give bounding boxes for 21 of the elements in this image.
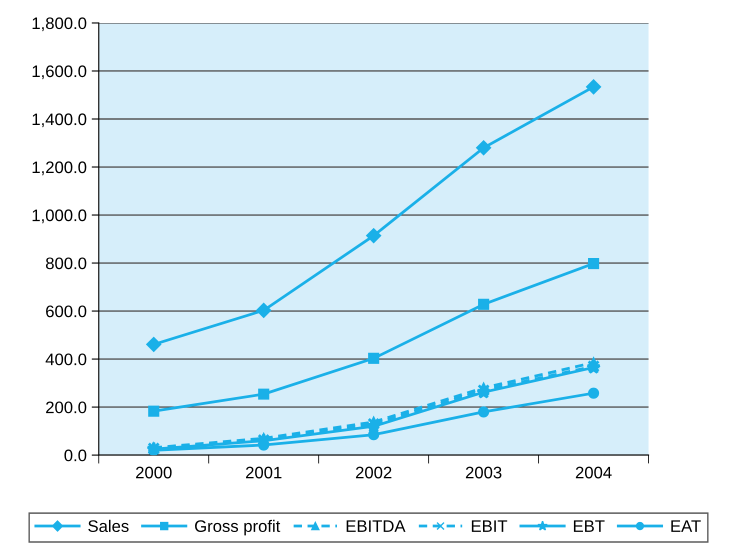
legend-label: EAT bbox=[671, 520, 701, 532]
y-tick-label: 1,600.0 bbox=[32, 65, 86, 80]
y-tick-label: 1,800.0 bbox=[32, 17, 86, 32]
y-tick-label: 600.0 bbox=[46, 305, 86, 318]
legend-label: EBIT bbox=[472, 520, 508, 532]
y-tick-label: 200.0 bbox=[46, 401, 86, 414]
x-tick-label: 2002 bbox=[356, 466, 392, 478]
x-tick-label: 2001 bbox=[246, 466, 282, 478]
legend-label: Gross profit bbox=[195, 520, 280, 536]
legend-label: Sales bbox=[88, 520, 129, 532]
x-tick-label: 2004 bbox=[576, 466, 612, 478]
legend-label: EBT bbox=[574, 520, 605, 532]
y-tick-label: 1,400.0 bbox=[32, 113, 86, 128]
x-tick-label: 2000 bbox=[136, 466, 172, 478]
y-tick-label: 400.0 bbox=[46, 353, 86, 366]
y-tick-label: 800.0 bbox=[46, 257, 86, 270]
y-tick-label: 0.0 bbox=[64, 450, 86, 462]
x-tick-label: 2003 bbox=[466, 466, 502, 478]
legend-label: EBITDA bbox=[346, 520, 406, 532]
y-tick-label: 1,000.0 bbox=[32, 209, 86, 224]
y-tick-label: 1,200.0 bbox=[32, 161, 86, 176]
